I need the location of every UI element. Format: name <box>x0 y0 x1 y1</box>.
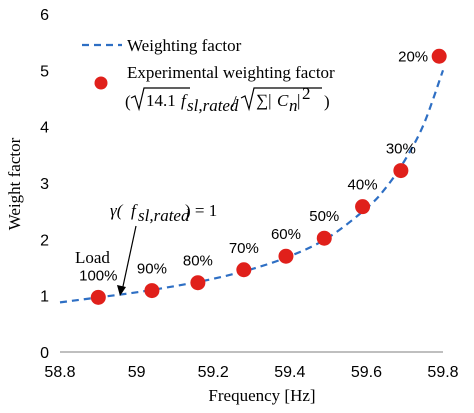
svg-text:f: f <box>181 91 188 110</box>
x-axis-title: Frequency [Hz] <box>208 386 315 405</box>
legend: Weighting factor Experimental weighting … <box>82 36 335 115</box>
svg-text:sl,rated: sl,rated <box>187 96 239 115</box>
gamma-subscript: sl,rated <box>138 206 190 225</box>
data-point <box>393 163 409 179</box>
data-point <box>190 275 206 291</box>
data-point <box>236 262 252 278</box>
data-point <box>431 48 447 64</box>
gamma-annotation: γ( f sl,rated ) = 1 <box>110 201 217 296</box>
gamma-suffix: ) = 1 <box>185 201 217 220</box>
legend-formula: ( 14.1 f sl,rated / ∑| C n | 2 ) <box>125 84 330 115</box>
data-label: 100% <box>79 267 117 284</box>
data-label: 60% <box>271 226 301 243</box>
svg-text:∑|: ∑| <box>256 91 272 110</box>
y-axis-title: Weight factor <box>5 137 24 230</box>
svg-text:f: f <box>131 201 138 220</box>
data-point <box>90 289 106 305</box>
gamma-prefix: γ( <box>110 201 124 220</box>
svg-text:): ) <box>324 92 330 111</box>
data-point <box>144 283 160 299</box>
svg-text:C: C <box>277 91 289 110</box>
svg-text:/: / <box>232 92 237 111</box>
data-point <box>355 199 371 215</box>
y-tick-label: 5 <box>40 63 49 80</box>
data-label: 30% <box>386 141 416 158</box>
y-tick-label: 2 <box>40 232 49 249</box>
data-label: 70% <box>229 240 259 257</box>
svg-text:(: ( <box>125 92 131 111</box>
y-tick-label: 0 <box>40 345 49 362</box>
data-label: 20% <box>398 48 428 65</box>
svg-text:|: | <box>297 91 300 110</box>
x-tick-label: 59 <box>128 364 146 381</box>
x-tick-label: 58.8 <box>44 364 75 381</box>
y-tick-label: 1 <box>40 289 49 306</box>
load-label: Load <box>75 248 110 267</box>
legend-line-label: Weighting factor <box>127 36 242 55</box>
data-label: 50% <box>309 208 339 225</box>
x-tick-label: 59.4 <box>274 364 305 381</box>
gamma-arrow-head <box>117 285 126 296</box>
x-tick-label: 59.6 <box>351 364 382 381</box>
data-point <box>278 248 294 264</box>
data-label: 90% <box>137 261 167 278</box>
y-tick-label: 3 <box>40 176 49 193</box>
y-axis-ticks: 0 1 2 3 4 5 6 <box>40 7 49 362</box>
experimental-markers <box>90 48 447 305</box>
svg-text:2: 2 <box>302 84 311 103</box>
y-tick-label: 4 <box>40 120 49 137</box>
load-percent-labels: 100% 90% 80% 70% 60% 50% 40% 30% 20% <box>79 48 428 284</box>
legend-marker-swatch <box>94 76 108 90</box>
data-label: 40% <box>348 177 378 194</box>
x-tick-label: 59.8 <box>427 364 458 381</box>
x-tick-label: 59.2 <box>198 364 229 381</box>
x-axis-ticks: 58.8 59 59.2 59.4 59.6 59.8 <box>44 364 458 381</box>
svg-text:n: n <box>289 96 298 115</box>
legend-marker-label: Experimental weighting factor <box>127 63 335 82</box>
gamma-arrow-shaft <box>121 225 137 292</box>
y-tick-label: 6 <box>40 7 49 24</box>
data-point <box>316 230 332 246</box>
data-label: 80% <box>183 253 213 270</box>
svg-text:14.1: 14.1 <box>146 91 176 110</box>
